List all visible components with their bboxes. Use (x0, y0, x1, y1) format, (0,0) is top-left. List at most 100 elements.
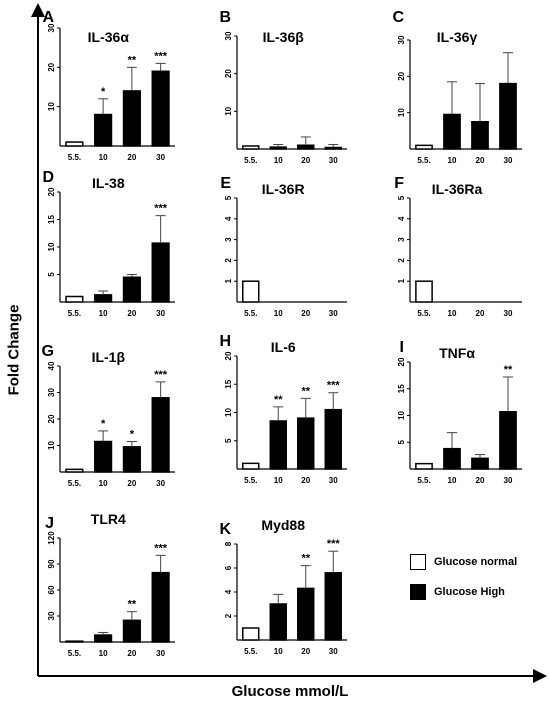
y-tick-label: 4 (397, 216, 406, 221)
x-tick-label: 20 (301, 156, 310, 165)
panel-f: F IL-36Ra 1 2 3 4 5 5.5. 10 20 30 (394, 175, 522, 318)
bar (242, 462, 260, 470)
x-tick-label: 10 (99, 153, 108, 162)
bar (151, 571, 170, 643)
bar (324, 572, 342, 641)
y-tick-label: 4 (224, 589, 233, 594)
x-axis-title: Glucose mmol/L (231, 683, 349, 700)
x-tick-label: 5.5. (244, 647, 257, 656)
significance-label: ** (504, 364, 513, 376)
y-tick-label: 5 (224, 438, 233, 443)
x-tick-label: 30 (329, 309, 338, 318)
x-tick-label: 20 (127, 479, 136, 488)
panel-letter-b: B (219, 9, 231, 26)
legend-item-normal: Glucose normal (410, 553, 517, 571)
bar (122, 446, 141, 473)
bar (65, 468, 84, 473)
x-tick-label: 20 (127, 649, 136, 658)
y-tick-label: 10 (397, 108, 406, 117)
bar (499, 411, 517, 470)
bar (415, 462, 433, 470)
x-tick-label: 30 (329, 476, 338, 485)
panel-k: K Myd88 2 4 6 8 5.5. 10 ** 20 *** 30 (219, 517, 347, 656)
x-tick-label: 10 (448, 476, 457, 485)
panel-letter-k: K (219, 521, 231, 538)
y-tick-label: 2 (224, 613, 233, 618)
y-tick-label: 6 (224, 565, 233, 570)
y-tick-label: 5 (224, 195, 233, 200)
y-tick-label: 20 (397, 71, 406, 80)
panel-title-b: IL-36β (263, 29, 305, 45)
panel-title-k: Myd88 (261, 517, 305, 533)
x-tick-label: 30 (504, 309, 513, 318)
x-tick-label: 5.5. (68, 309, 81, 318)
y-tick-label: 20 (47, 414, 56, 423)
bar (415, 144, 433, 150)
significance-label: *** (327, 538, 341, 550)
y-tick-label: 120 (47, 531, 56, 545)
x-tick-label: 10 (448, 156, 457, 165)
y-tick-label: 5 (47, 272, 56, 277)
y-tick-label: 1 (224, 278, 233, 283)
y-tick-label: 20 (47, 187, 56, 196)
bar (471, 121, 489, 150)
bar (94, 113, 113, 147)
significance-label: ** (301, 385, 310, 397)
y-tick-label: 30 (47, 611, 56, 620)
panel-d: D IL-38 5 10 15 20 5.5. 10 20 *** 30 (42, 169, 175, 318)
significance-label: *** (154, 203, 168, 215)
significance-label: ** (128, 54, 137, 66)
y-axis-title: Fold Change (5, 304, 23, 396)
y-tick-label: 10 (224, 106, 233, 115)
x-tick-label: 5.5. (417, 309, 430, 318)
significance-label: ** (128, 599, 137, 611)
x-tick-label: 5.5. (417, 476, 430, 485)
y-tick-label: 15 (47, 215, 56, 224)
x-tick-label: 5.5. (68, 479, 81, 488)
legend: Glucose normal Glucose High (410, 553, 517, 613)
x-tick-label: 30 (156, 309, 165, 318)
y-tick-label: 3 (397, 237, 406, 242)
x-tick-label: 20 (127, 153, 136, 162)
bar (122, 276, 141, 303)
x-tick-label: 20 (476, 309, 485, 318)
y-tick-label: 4 (224, 216, 233, 221)
y-tick-label: 5 (397, 439, 406, 444)
significance-label: * (130, 429, 135, 441)
y-tick-label: 40 (47, 361, 56, 370)
y-tick-label: 2 (397, 258, 406, 263)
x-tick-label: 30 (504, 156, 513, 165)
panel-letter-d: D (42, 169, 54, 186)
x-tick-label: 20 (301, 476, 310, 485)
x-tick-label: 30 (329, 156, 338, 165)
y-tick-label: 20 (47, 62, 56, 71)
y-tick-label: 1 (397, 278, 406, 283)
panel-j: J TLR4 30 60 90 120 5.5. 10 ** 20 *** 30 (45, 511, 175, 658)
panel-title-a: IL-36α (88, 29, 130, 45)
panel-g: G IL-1β 10 20 30 40 5.5. * 10 * 20 *** 30 (42, 343, 175, 488)
x-tick-label: 10 (274, 476, 283, 485)
significance-label: * (101, 86, 106, 98)
y-tick-label: 5 (397, 195, 406, 200)
y-tick-label: 10 (397, 411, 406, 420)
x-tick-label: 20 (476, 476, 485, 485)
panel-title-i: TNFα (439, 345, 475, 361)
x-tick-label: 5.5. (68, 649, 81, 658)
panel-letter-e: E (220, 175, 231, 192)
y-tick-label: 3 (224, 237, 233, 242)
significance-label: *** (154, 50, 168, 62)
panel-c: C IL-36γ 10 20 30 5.5. 10 20 30 (392, 9, 522, 165)
x-tick-label: 20 (476, 156, 485, 165)
x-tick-label: 20 (127, 309, 136, 318)
significance-label: *** (154, 369, 168, 381)
bar (269, 603, 287, 641)
bar (151, 242, 170, 303)
y-tick-label: 20 (224, 69, 233, 78)
significance-label: * (101, 418, 106, 430)
bar (94, 294, 113, 303)
x-tick-label: 30 (156, 649, 165, 658)
x-tick-label: 5.5. (417, 156, 430, 165)
bar (269, 146, 287, 150)
panel-letter-g: G (42, 343, 54, 360)
y-tick-label: 20 (397, 357, 406, 366)
